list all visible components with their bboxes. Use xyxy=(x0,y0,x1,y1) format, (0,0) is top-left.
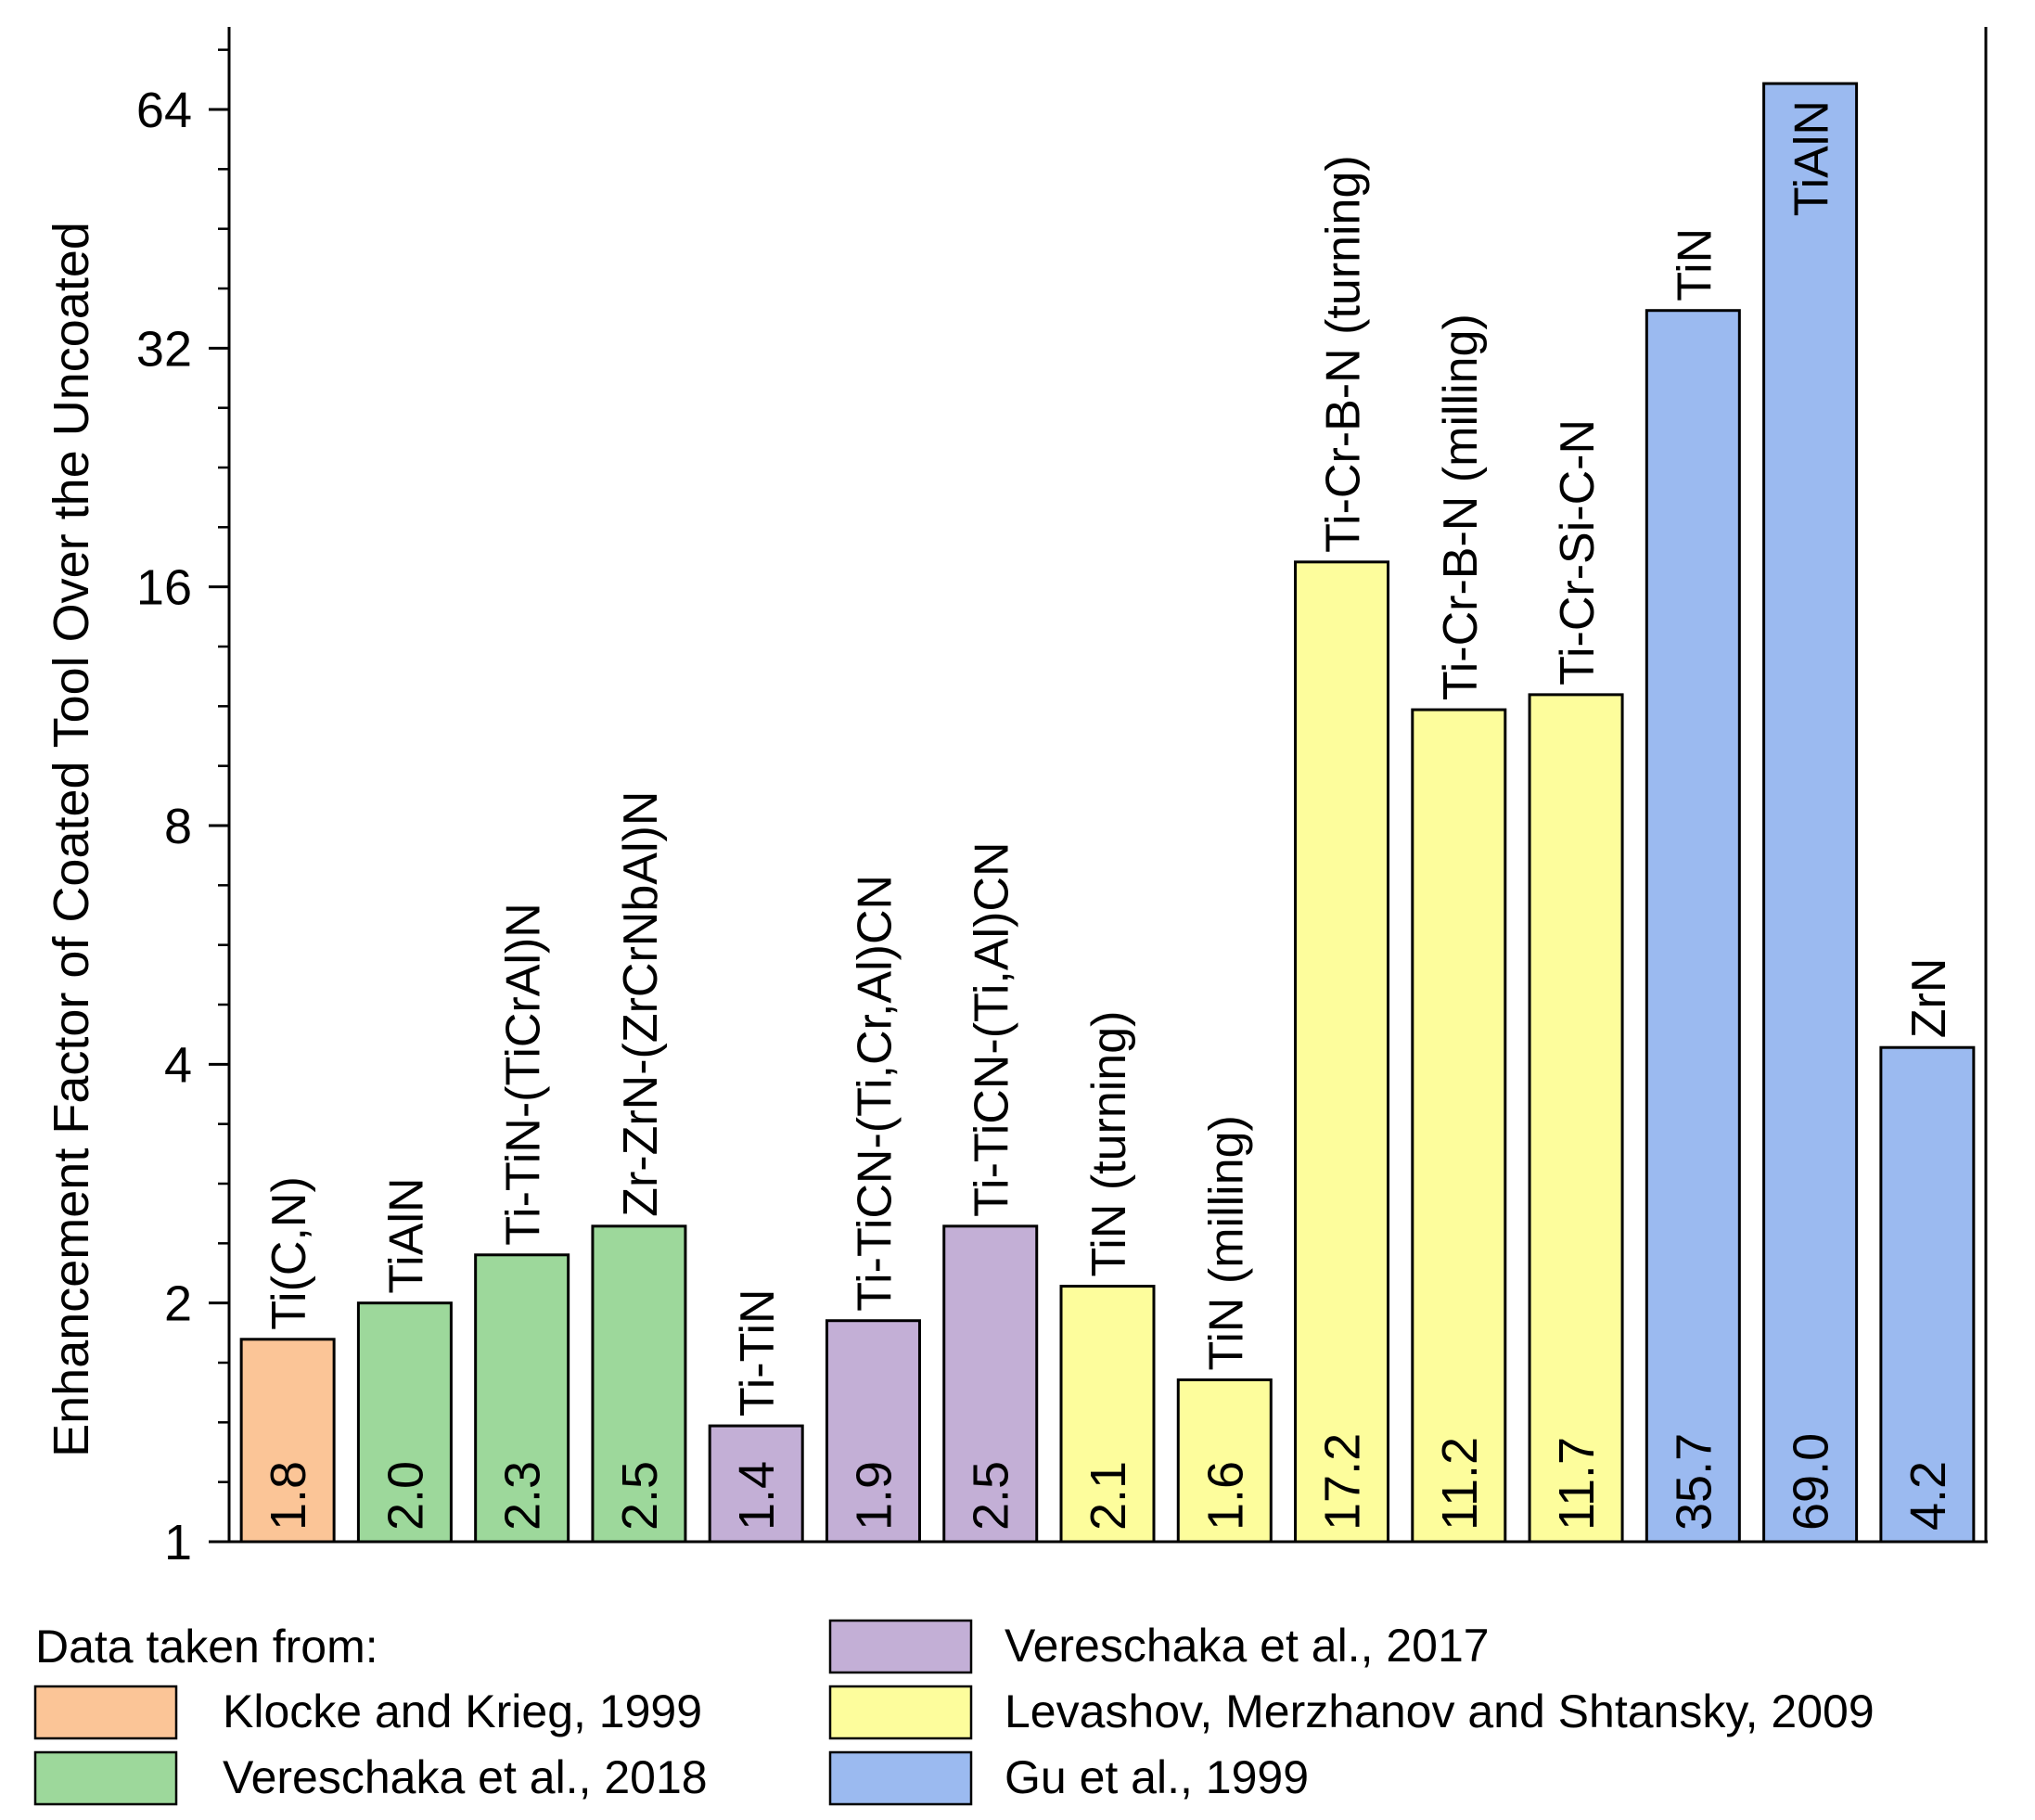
y-tick-label: 1 xyxy=(164,1515,192,1570)
axes-layer xyxy=(227,27,1988,1544)
bar xyxy=(1528,693,1624,1544)
bar xyxy=(1059,1285,1156,1544)
bar xyxy=(474,1253,570,1544)
y-tick-label: 2 xyxy=(164,1276,192,1332)
bar-value-label: 2.1 xyxy=(1081,1461,1136,1531)
bar-category-label: Ti-Cr-B-N (turning) xyxy=(1317,155,1371,553)
legend-label: Vereschaka et al., 2017 xyxy=(1005,1620,1490,1672)
bar-category-label: Ti(C,N) xyxy=(262,1176,316,1330)
bar-value-label: 2.5 xyxy=(964,1461,1019,1531)
bar-value-label: 2.0 xyxy=(378,1461,433,1531)
y-ticks: 1 2 4 8 16 32 64 xyxy=(136,48,229,1570)
bar-category-label: Ti-TiCN-(Ti,Cr,Al)CN xyxy=(848,875,902,1312)
bar xyxy=(1294,560,1390,1544)
bar-category-label: Ti-TiN-(TiCrAl)N xyxy=(497,903,551,1246)
y-tick-label: 4 xyxy=(164,1037,192,1093)
y-tick-label: 64 xyxy=(136,83,192,138)
legend-swatch xyxy=(33,1685,178,1740)
bar-value-label: 17.2 xyxy=(1315,1433,1371,1531)
legend-label: Vereschaka et al., 2018 xyxy=(223,1751,708,1803)
bar-category-label: TiN (turning) xyxy=(1082,1011,1136,1277)
bar-value-label: 11.2 xyxy=(1432,1437,1488,1531)
legend-swatch xyxy=(828,1619,973,1674)
bar xyxy=(1762,82,1859,1544)
legend-label: Gu et al., 1999 xyxy=(1005,1751,1309,1803)
legend-swatch xyxy=(828,1750,973,1806)
y-axis-title: Enhancement Factor of Coated Tool Over t… xyxy=(44,222,99,1457)
bar xyxy=(1879,1045,1976,1544)
legend-swatch xyxy=(33,1750,178,1806)
bar-value-label: 1.8 xyxy=(261,1461,316,1531)
bar-category-label: ZrN xyxy=(1902,958,1956,1039)
bar-category-label: Ti-Cr-B-N (milling) xyxy=(1434,314,1488,700)
bar xyxy=(825,1319,921,1544)
bar xyxy=(239,1338,336,1544)
y-tick-label: 16 xyxy=(136,560,192,616)
bar-category-label: Zr-ZrN-(ZrCrNbAl)N xyxy=(614,791,668,1217)
y-tick-label: 32 xyxy=(136,321,192,377)
bar-value-label: 4.2 xyxy=(1901,1461,1956,1531)
bar-category-label: Ti-Cr-Si-C-N xyxy=(1551,419,1605,686)
bar-value-label: 11.7 xyxy=(1549,1437,1605,1531)
bars-layer: 1.8 Ti(C,N) 2.0 TiAlN 2.3 Ti-TiN-(TiCrAl)N 2.5… xyxy=(239,82,1976,1544)
bar-value-label: 69.0 xyxy=(1784,1433,1839,1531)
bar xyxy=(1411,708,1507,1544)
bar-category-label: Ti-TiCN-(Ti,Al)CN xyxy=(966,841,1019,1216)
legend-label: Klocke and Krieg, 1999 xyxy=(223,1685,702,1737)
legend-swatch xyxy=(828,1685,973,1740)
bar-value-label: 1.4 xyxy=(729,1461,785,1531)
bar-value-label: 2.3 xyxy=(495,1461,551,1531)
bar-category-label: TiAlN xyxy=(379,1177,433,1293)
legend-label: Levashov, Merzhanov and Shtansky, 2009 xyxy=(1005,1685,1875,1737)
bar-category-label: Ti-TiN xyxy=(731,1288,785,1416)
bar xyxy=(591,1224,687,1544)
bar-value-label: 1.9 xyxy=(846,1461,902,1531)
bar-value-label: 2.5 xyxy=(612,1461,668,1531)
legend-title: Data taken from: xyxy=(35,1621,378,1673)
bar xyxy=(1645,309,1741,1544)
y-tick-label: 8 xyxy=(164,799,192,854)
bar xyxy=(356,1301,453,1544)
legend: Data taken from: Klocke and Krieg, 1999 V… xyxy=(33,1619,1875,1806)
bar-category-label: TiAlN xyxy=(1785,100,1839,216)
bar-value-label: 1.6 xyxy=(1197,1461,1253,1531)
bar-category-label: TiN (milling) xyxy=(1199,1115,1253,1370)
bar-category-label: TiN xyxy=(1668,228,1721,301)
bar-value-label: 35.7 xyxy=(1666,1433,1721,1531)
